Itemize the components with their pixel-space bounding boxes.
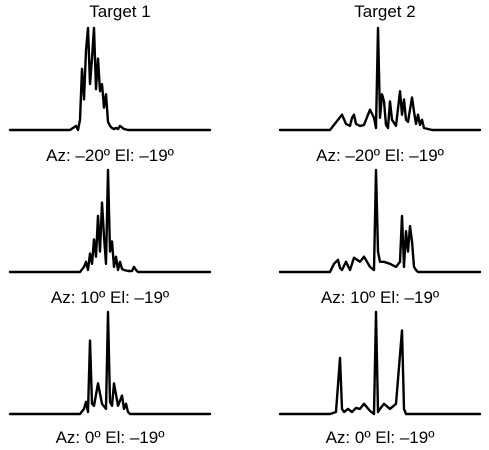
series-line-target-2-row-3 [278, 310, 482, 416]
series-line-target-1-row-3 [8, 310, 212, 416]
series-line-target-2-row-1 [278, 26, 482, 132]
plot-target-1-az-neg20 [8, 26, 212, 132]
caption-target-2-row-3: Az: 0º El: –19º [325, 428, 435, 447]
column-title-target-2: Target 2 [354, 2, 416, 21]
caption-target-2-row-2: Az: 10º El: –19º [320, 288, 440, 307]
plot-target-1-az-10 [8, 168, 212, 274]
column-title-target-1: Target 1 [89, 2, 151, 21]
series-line-target-1-row-1 [8, 26, 212, 132]
series-line-target-1-row-2 [8, 168, 212, 274]
caption-target-2-row-1: Az: –20º El: –19º [316, 146, 444, 165]
caption-target-1-row-2: Az: 10º El: –19º [50, 288, 170, 307]
series-line-target-2-row-2 [278, 168, 482, 274]
plot-target-1-az-0 [8, 310, 212, 416]
caption-target-1-row-3: Az: 0º El: –19º [55, 428, 165, 447]
plot-target-2-az-10 [278, 168, 482, 274]
caption-target-1-row-1: Az: –20º El: –19º [46, 146, 174, 165]
plot-target-2-az-neg20 [278, 26, 482, 132]
plot-target-2-az-0 [278, 310, 482, 416]
